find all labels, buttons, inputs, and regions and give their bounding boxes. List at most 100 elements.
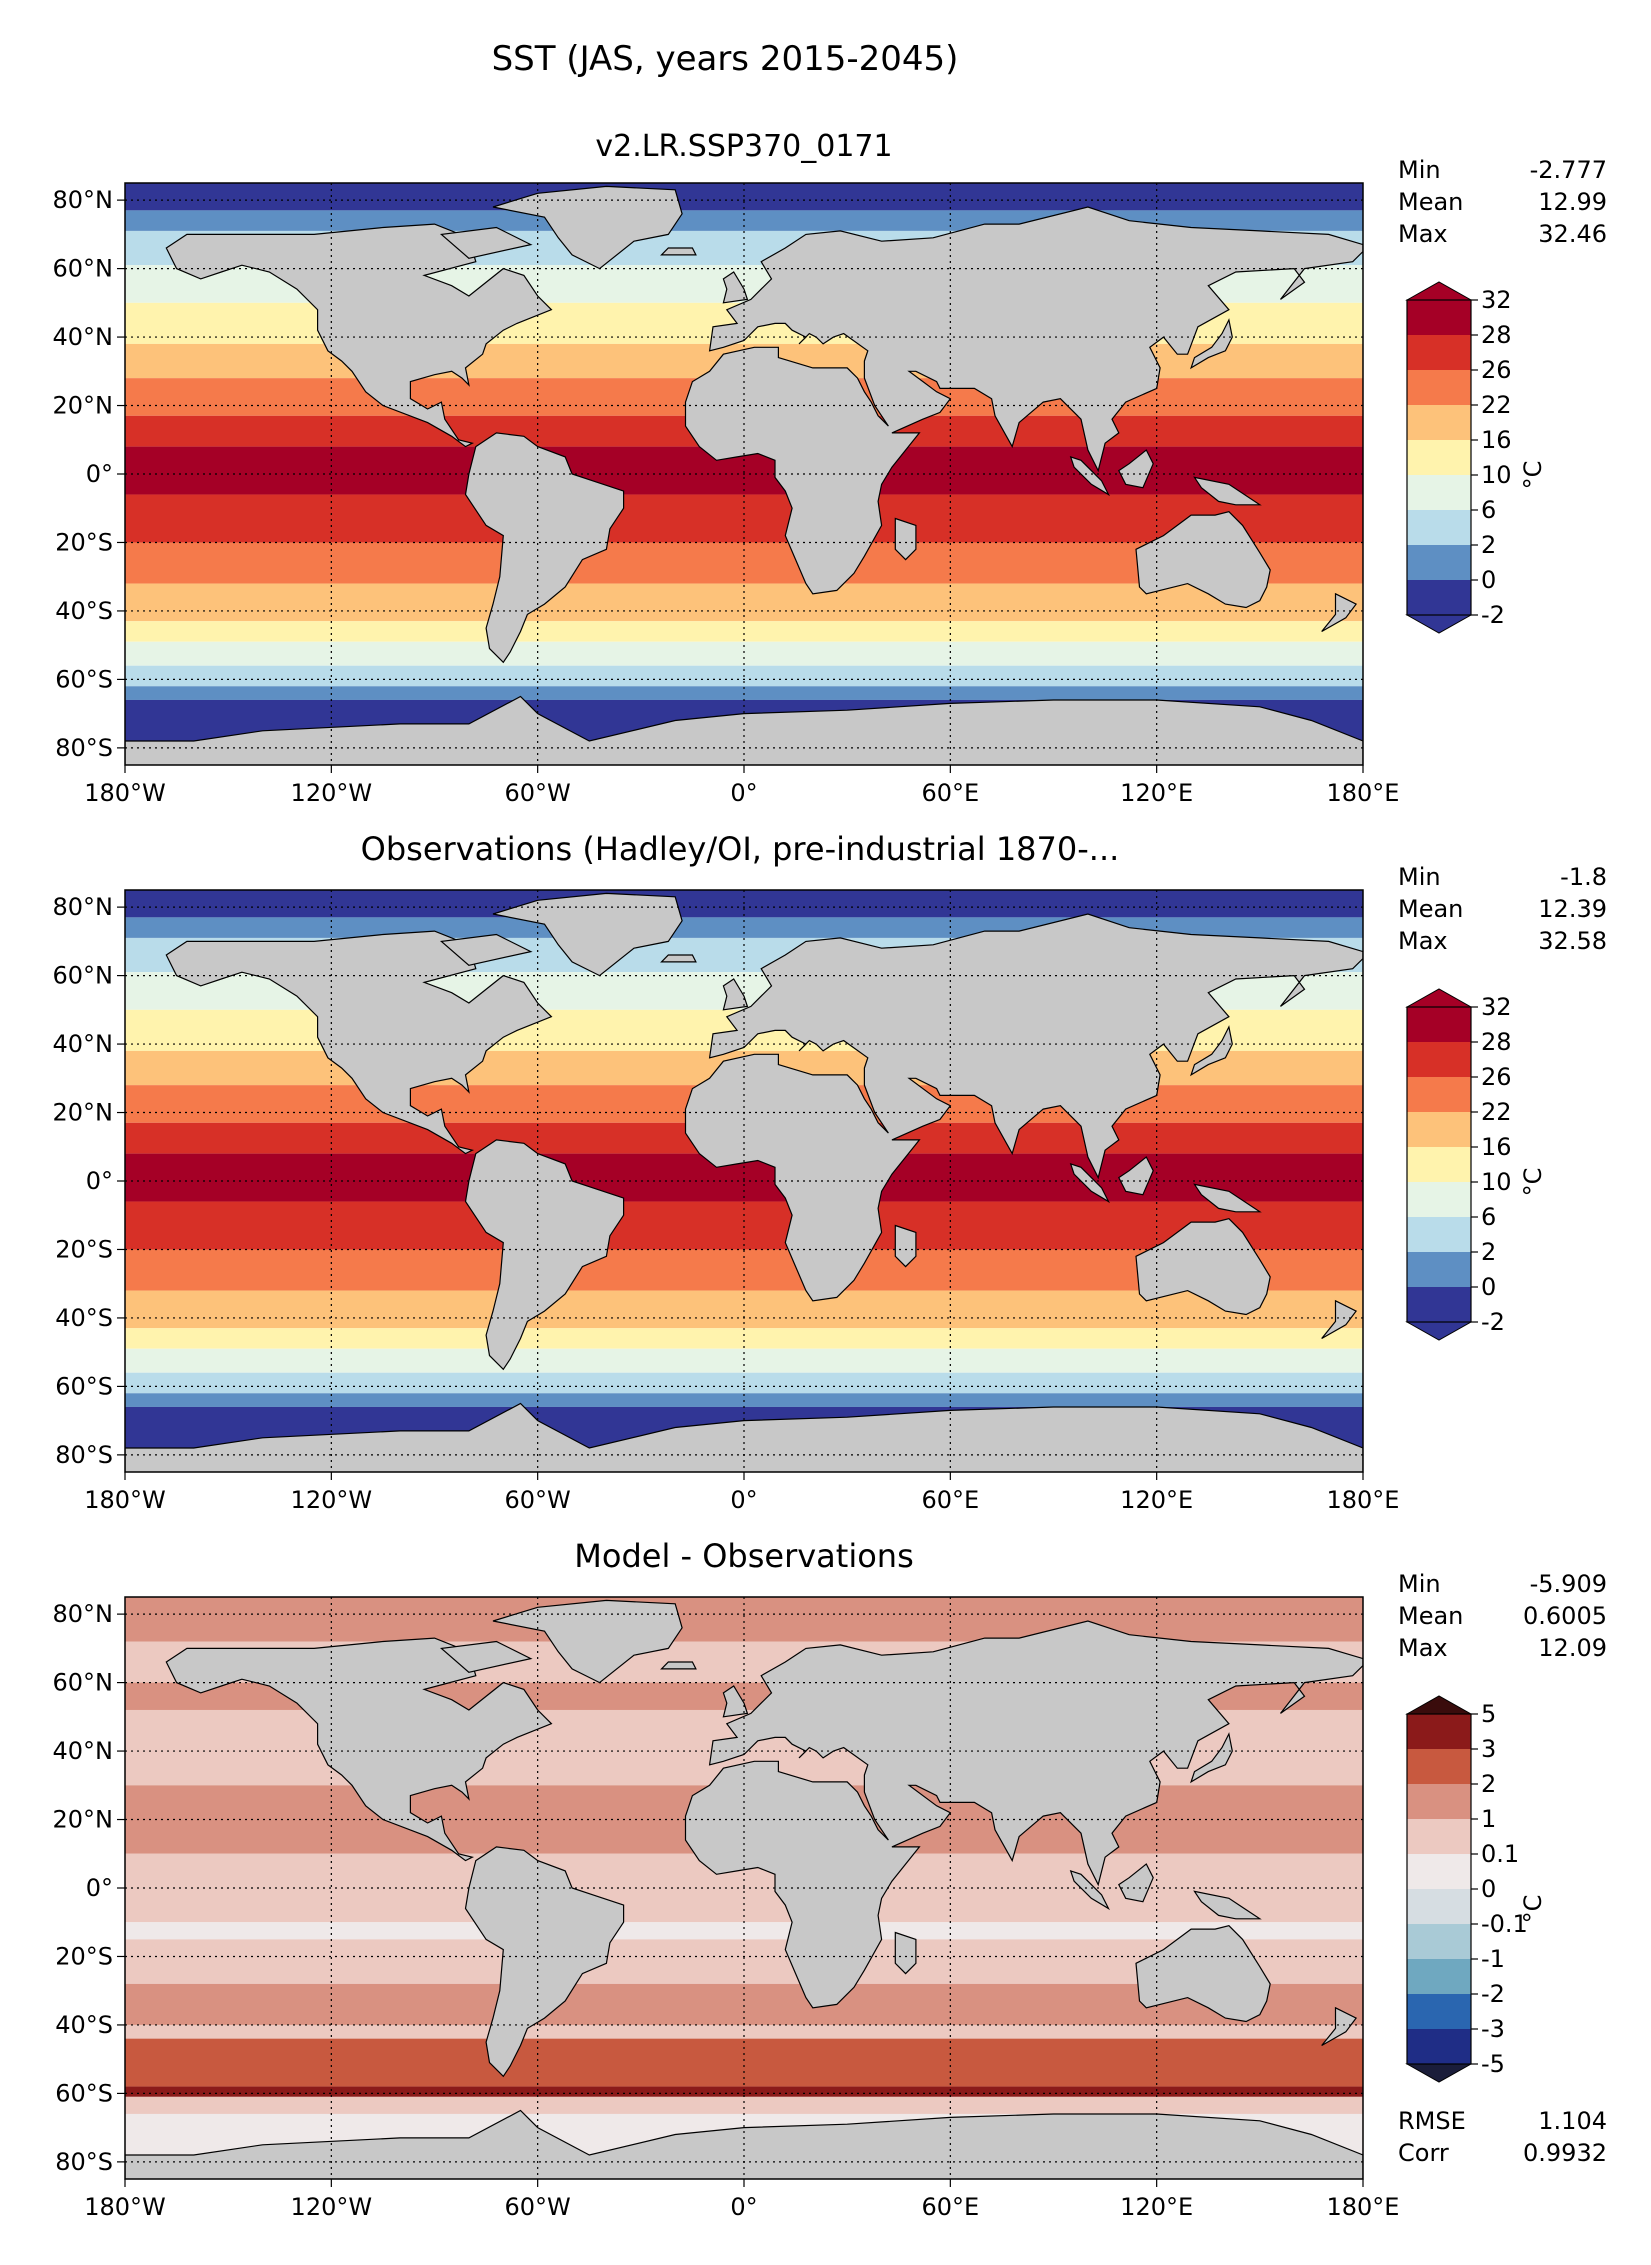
colorbar-extend-max: [1405, 988, 1473, 1008]
panel-model: v2.LR.SSP370_0171 80°N 60°N 40°N 20°N 0° 20°S…: [53, 129, 1608, 807]
land-south-america: [464, 1139, 625, 1371]
colorbar-tick-label: -2: [1481, 601, 1505, 629]
colorbar-segment: [1407, 580, 1471, 615]
lon-tick-label: 120°W: [291, 1486, 373, 1514]
land-new-zealand: [1321, 592, 1358, 633]
stats-box: Min -1.8 Mean 12.39 Max 32.58: [1398, 863, 1607, 955]
colorbar-segment: [1407, 1924, 1471, 1959]
colorbar-tick-label: 3: [1481, 1735, 1496, 1763]
stat-min-value: -2.777: [1530, 156, 1607, 184]
colorbar-tick-label: 16: [1481, 1133, 1512, 1161]
stat-max-value: 12.09: [1538, 1634, 1607, 1662]
stat-mean-value: 12.39: [1538, 895, 1607, 923]
field-band: [125, 641, 1363, 666]
land-japan: [1190, 318, 1233, 370]
lon-tick-label: 180°E: [1327, 1486, 1400, 1514]
colorbar-units: °C: [1519, 461, 1547, 490]
colorbar-tick-label: 28: [1481, 321, 1512, 349]
map-area: [125, 890, 1363, 1472]
field-band: [125, 2038, 1363, 2087]
field-band: [125, 2024, 1363, 2039]
land-greenland: [492, 1599, 683, 1684]
land-new-guinea: [1193, 1890, 1262, 1920]
land-madagascar: [894, 1931, 917, 1975]
colorbar-segment: [1407, 1959, 1471, 1994]
lat-tick-label: 60°S: [55, 1372, 113, 1400]
colorbar-tick-label: 2: [1481, 1770, 1496, 1798]
land-greenland: [492, 892, 683, 977]
colorbar-segment: [1407, 1217, 1471, 1252]
land-iceland: [660, 1661, 697, 1670]
colorbar: 32 28 26 22 16 10 6 2 0 -2: [1405, 281, 1512, 634]
lat-tick-label: 40°S: [55, 1304, 113, 1332]
colorbar-tick-label: 6: [1481, 1203, 1496, 1231]
stat-min-label: Min: [1398, 1570, 1441, 1598]
land-masses: [125, 185, 1363, 765]
land-greenland: [492, 185, 683, 270]
land-australia: [1135, 1218, 1271, 1316]
land-baffin-island: [439, 226, 533, 259]
gridlines: [125, 1597, 1363, 2179]
lon-tick-label: 60°E: [921, 1486, 979, 1514]
lon-tick-label: 0°: [730, 2193, 757, 2221]
stat-max-label: Max: [1398, 220, 1448, 248]
panel-observations: Observations (Hadley/OI, pre-industrial …: [53, 830, 1608, 1514]
colorbar-segment: [1407, 475, 1471, 510]
longitude-ticks: 180°W 120°W 60°W 0° 60°E 120°E 180°E: [84, 765, 1399, 807]
map-area: [125, 183, 1363, 765]
land-borneo: [1118, 1156, 1154, 1196]
lon-tick-label: 120°W: [291, 2193, 373, 2221]
colorbar-extend-min: [1405, 1321, 1473, 1341]
lat-tick-label: 20°S: [55, 528, 113, 556]
figure-title: SST (JAS, years 2015-2045): [492, 39, 959, 79]
land-iceland: [660, 954, 697, 963]
field-band: [125, 1328, 1363, 1349]
land-borneo: [1118, 1863, 1154, 1903]
lat-tick-label: 80°N: [53, 186, 114, 214]
colorbar-extend-min: [1405, 614, 1473, 634]
land-new-guinea: [1193, 476, 1262, 506]
lon-tick-label: 60°E: [921, 779, 979, 807]
land-masses: [125, 1599, 1363, 2179]
lat-tick-label: 60°N: [53, 255, 114, 283]
land-sumatra: [1069, 1162, 1110, 1204]
field-band: [125, 1348, 1363, 1373]
land-australia: [1135, 1925, 1271, 2023]
lat-tick-label: 20°N: [53, 1099, 114, 1127]
latitude-ticks: 80°N 60°N 40°N 20°N 0° 20°S 40°S 60°S 80°S: [53, 893, 125, 1469]
panel-title: Model - Observations: [574, 1537, 914, 1575]
lon-tick-label: 180°W: [84, 1486, 166, 1514]
lat-tick-label: 40°N: [53, 323, 114, 351]
colorbar-tick-label: 0.1: [1481, 1840, 1519, 1868]
colorbar-tick-label: 2: [1481, 1238, 1496, 1266]
map-area: [125, 1597, 1363, 2179]
land-baffin-island: [439, 1640, 533, 1673]
lat-tick-label: 20°S: [55, 1942, 113, 1970]
colorbar-tick-label: 28: [1481, 1028, 1512, 1056]
stat-max-value: 32.58: [1538, 927, 1607, 955]
stat-corr-label: Corr: [1398, 2139, 1449, 2167]
colorbar-segment: [1407, 370, 1471, 405]
panel-title: Observations (Hadley/OI, pre-industrial …: [361, 830, 1120, 868]
colorbar-segment: [1407, 300, 1471, 335]
land-eurasia-africa: [684, 206, 1363, 595]
stat-min-value: -5.909: [1530, 1570, 1607, 1598]
colorbar-segment: [1407, 1287, 1471, 1322]
lon-tick-label: 180°E: [1327, 779, 1400, 807]
land-australia: [1135, 511, 1271, 609]
land-south-america: [464, 432, 625, 664]
land-madagascar: [894, 517, 917, 561]
land-new-zealand: [1321, 1299, 1358, 1340]
land-eurasia-africa: [684, 1620, 1363, 2009]
field-band: [125, 2096, 1363, 2114]
colorbar-segment: [1407, 1749, 1471, 1784]
lat-tick-label: 0°: [86, 460, 113, 488]
stat-max-label: Max: [1398, 1634, 1448, 1662]
lat-tick-label: 40°S: [55, 2011, 113, 2039]
colorbar-segment: [1407, 2029, 1471, 2064]
stat-mean-label: Mean: [1398, 895, 1463, 923]
lon-tick-label: 180°E: [1327, 2193, 1400, 2221]
panel-title: v2.LR.SSP370_0171: [595, 129, 892, 164]
colorbar-units: °C: [1519, 1895, 1547, 1924]
colorbar-tick-label: 22: [1481, 391, 1512, 419]
